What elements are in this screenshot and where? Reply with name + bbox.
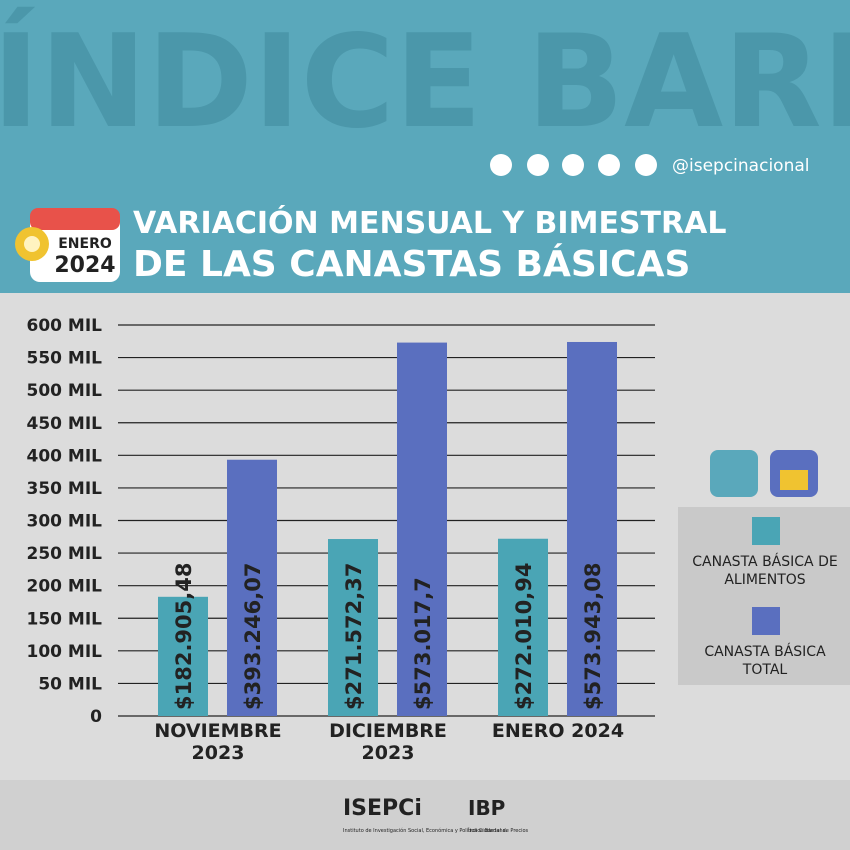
value-label: $393.246,07 [241, 563, 265, 710]
legend-swatch [752, 607, 780, 635]
y-tick-label: 300 MIL [27, 512, 103, 532]
bar [328, 539, 378, 716]
calendar-year: 2024 [54, 253, 115, 278]
y-tick-label: 0 [90, 707, 102, 727]
x-tick-label: ENERO 2024 [491, 720, 625, 742]
header-band [0, 0, 850, 293]
y-tick-label: 250 MIL [27, 544, 103, 564]
y-tick-label: 500 MIL [27, 381, 103, 401]
legend-label: CANASTA BÁSICA DE ALIMENTOS [692, 554, 838, 588]
cart-icon [710, 450, 758, 497]
y-tick-label: 550 MIL [27, 349, 103, 369]
y-tick-label: 600 MIL [27, 316, 103, 336]
footer-band [0, 780, 850, 850]
y-tick-label: 450 MIL [27, 414, 103, 434]
bar [158, 596, 208, 716]
social-icons [490, 154, 657, 176]
logo-caption: Instituto de Investigación Social, Econó… [343, 827, 508, 834]
legend-swatch [752, 517, 780, 545]
calendar-month: ENERO [58, 236, 112, 252]
x-tick-label: DICIEMBRE 2023 [329, 720, 447, 764]
title-line: DE LAS CANASTAS BÁSICAS [133, 243, 690, 285]
y-tick-label: 150 MIL [27, 609, 103, 629]
bar [567, 341, 617, 716]
handle: @isepcinacional [672, 156, 809, 176]
title-line: VARIACIÓN MENSUAL Y BIMESTRAL [133, 204, 726, 241]
bar [397, 342, 447, 716]
value-label: $573.943,08 [581, 563, 605, 710]
y-tick-label: 100 MIL [27, 642, 103, 662]
value-label: $272.010,94 [512, 563, 536, 710]
y-tick-label: 400 MIL [27, 446, 103, 466]
house-icon [780, 470, 808, 490]
y-tick-label: 50 MIL [38, 674, 102, 694]
y-tick-label: 200 MIL [27, 577, 103, 597]
logo-caption: Índice Barrial de Precios [468, 827, 529, 834]
legend-label: CANASTA BÁSICA TOTAL [704, 644, 826, 678]
logo: IBP [468, 796, 505, 820]
value-label: $573.017,7 [411, 577, 435, 710]
bar [498, 538, 548, 716]
banner: ÍNDICE BARRIAL [0, 7, 850, 157]
value-label: $271.572,37 [342, 563, 366, 710]
x-tick-label: NOVIEMBRE 2023 [154, 720, 282, 764]
y-tick-label: 350 MIL [27, 479, 103, 499]
logo: ISEPCi [343, 796, 422, 821]
calendar-icon [15, 208, 120, 282]
value-label: $182.905,48 [172, 563, 196, 710]
bar [227, 459, 277, 716]
